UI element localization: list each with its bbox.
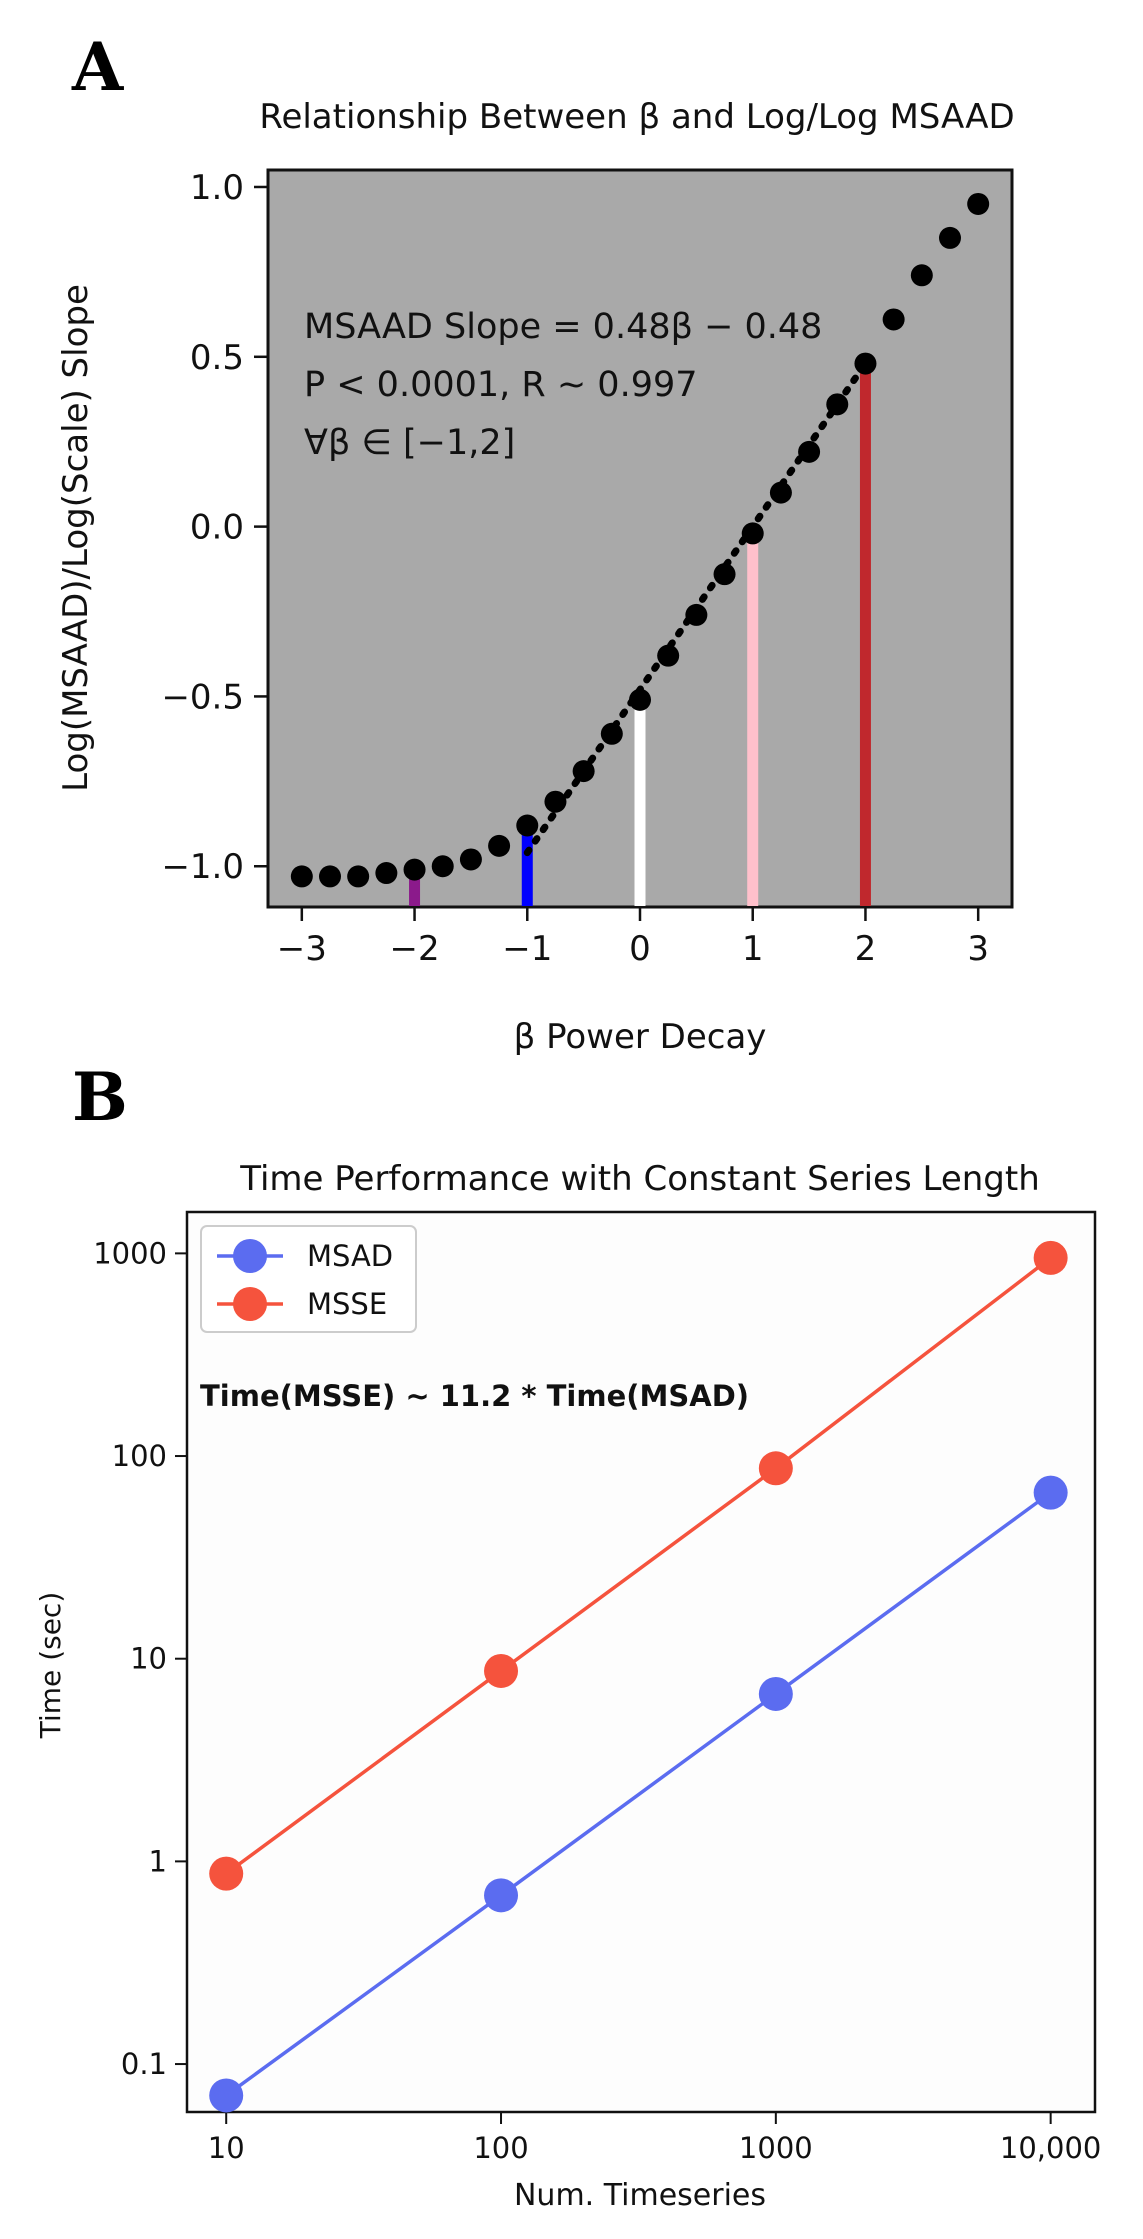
chart-a-point xyxy=(403,858,426,881)
chart-a-annotation-line: ∀β ∈ [−1,2] xyxy=(304,423,515,463)
chart-b-point-msse xyxy=(484,1653,519,1688)
chart-b-point-msad xyxy=(209,2078,244,2113)
legend-label-msse: MSSE xyxy=(307,1287,387,1321)
chart-a-point xyxy=(769,481,792,504)
chart-b-annotation: Time(MSSE) ~ 11.2 * Time(MSAD) xyxy=(200,1379,749,1413)
chart-a-point xyxy=(319,865,341,888)
chart-a-point xyxy=(290,865,313,888)
chart-b-title: Time Performance with Constant Series Le… xyxy=(239,1159,1040,1199)
chart-a-ytick-label: 0.5 xyxy=(190,338,244,378)
chart-b-point-msad xyxy=(484,1878,519,1913)
chart-a-ytick-label: 0.0 xyxy=(190,508,244,548)
chart-a-point xyxy=(798,440,821,463)
chart-a-point xyxy=(459,848,482,871)
chart-a-point xyxy=(629,688,651,711)
chart-a-point xyxy=(347,865,370,888)
chart-a-point xyxy=(741,522,764,545)
chart-b-ytick-label: 100 xyxy=(112,1439,167,1473)
chart-a-title: Relationship Between β and Log/Log MSAAD xyxy=(259,97,1014,137)
chart-a-point xyxy=(939,226,961,249)
chart-a-beta-slope: Relationship Between β and Log/Log MSAAD… xyxy=(56,97,1015,1057)
chart-a-point xyxy=(572,760,595,783)
chart-a-xtick-label: 1 xyxy=(742,929,764,969)
chart-a-ytick-label: −1.0 xyxy=(161,847,244,887)
chart-b-ylabel: Time (sec) xyxy=(34,1592,67,1739)
chart-a-xtick-label: 0 xyxy=(629,929,651,969)
chart-b-point-msse xyxy=(758,1451,793,1486)
chart-b-point-msse xyxy=(1033,1240,1068,1275)
panel-label-b: B xyxy=(72,1058,128,1136)
chart-b-legend: MSAD MSSE xyxy=(200,1225,417,1333)
chart-b-ytick-label: 1000 xyxy=(93,1236,167,1270)
chart-a-point xyxy=(685,603,708,626)
chart-a-ytick-label: −0.5 xyxy=(161,677,244,717)
chart-a-point xyxy=(600,722,623,745)
chart-a-point xyxy=(882,308,905,331)
chart-b-xtick-label: 10,000 xyxy=(1000,2131,1101,2165)
chart-b-xtick-label: 1000 xyxy=(739,2131,813,2165)
chart-a-xtick-label: 2 xyxy=(855,929,877,969)
chart-b-point-msse xyxy=(209,1856,244,1891)
chart-a-ytick-label: 1.0 xyxy=(190,168,244,208)
chart-a-point xyxy=(826,393,849,416)
chart-a-xlabel: β Power Decay xyxy=(514,1017,767,1057)
chart-a-xtick-label: −1 xyxy=(502,929,552,969)
chart-a-point xyxy=(488,834,511,857)
chart-a-point xyxy=(516,814,539,837)
chart-a-point xyxy=(910,264,933,287)
chart-b-series-line-msad xyxy=(225,1491,1052,2097)
chart-a-point xyxy=(431,855,454,878)
legend-swatch-marker xyxy=(233,1287,267,1321)
chart-b-ytick-label: 1 xyxy=(149,1844,167,1878)
chart-b-series-line-msse xyxy=(225,1256,1052,1876)
chart-a-point xyxy=(657,644,680,667)
chart-a-annotation-line: P < 0.0001, R ~ 0.997 xyxy=(304,365,698,405)
chart-b-ytick-label: 0.1 xyxy=(121,2047,167,2081)
chart-a-point xyxy=(375,862,398,885)
chart-a-point xyxy=(544,790,567,813)
chart-b-ytick-label: 10 xyxy=(130,1642,167,1676)
chart-b-point-msad xyxy=(758,1676,793,1711)
chart-b-xtick-label: 10 xyxy=(208,2131,245,2165)
chart-a-point xyxy=(967,192,990,215)
legend-label-msad: MSAD xyxy=(307,1239,393,1273)
legend-swatch-marker xyxy=(233,1239,267,1273)
chart-a-ylabel: Log(MSAAD)/Log(Scale) Slope xyxy=(56,284,96,792)
chart-a-point xyxy=(854,352,877,375)
chart-a-annotation-line: MSAAD Slope = 0.48β − 0.48 xyxy=(304,307,822,347)
chart-b-point-msad xyxy=(1033,1475,1068,1510)
chart-a-xtick-label: −2 xyxy=(389,929,439,969)
chart-a-xtick-label: −3 xyxy=(277,929,327,969)
panel-label-a: A xyxy=(72,28,124,106)
chart-b-xtick-label: 100 xyxy=(473,2131,528,2165)
chart-b-xlabel: Num. Timeseries xyxy=(514,2178,766,2213)
chart-a-point xyxy=(713,563,736,586)
chart-a-xtick-label: 3 xyxy=(967,929,989,969)
chart-b-plot-area xyxy=(185,1210,1097,2114)
